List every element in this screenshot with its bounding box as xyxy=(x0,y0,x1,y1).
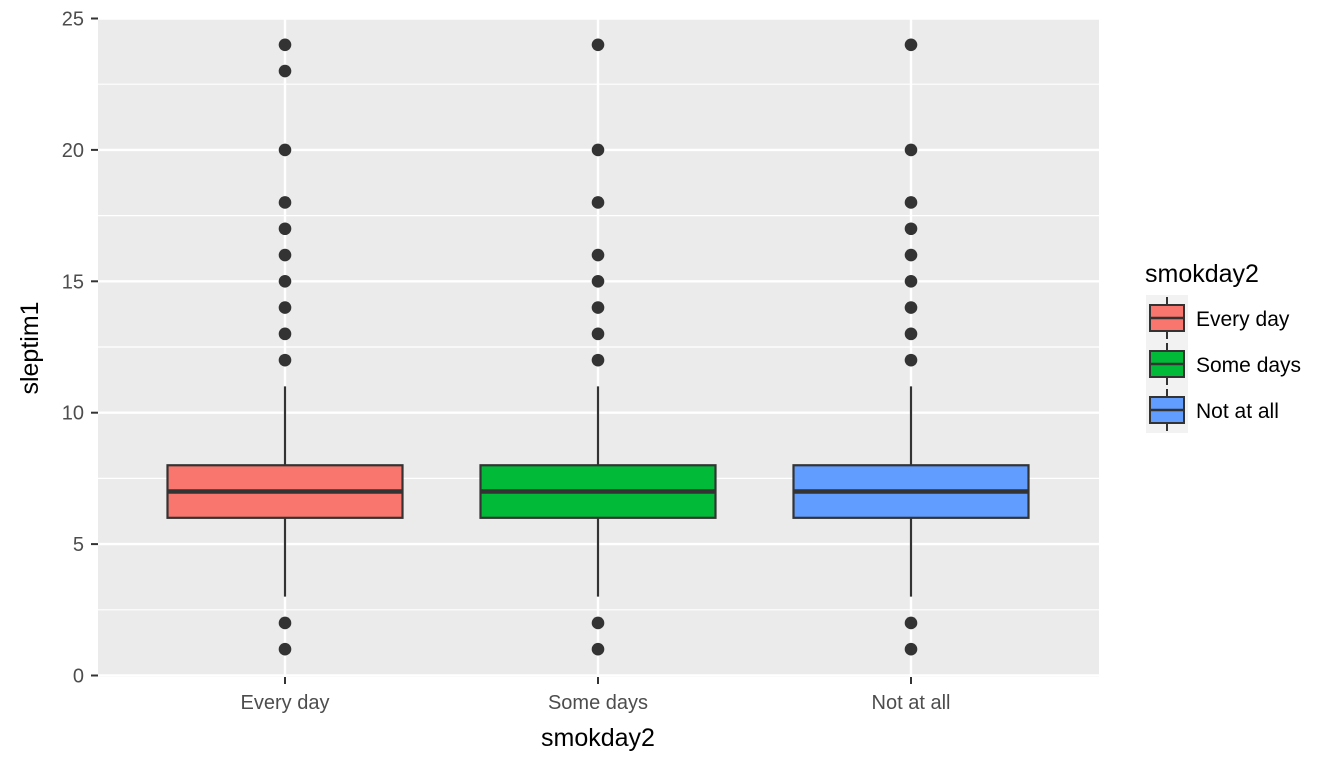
x-axis: Every day Some days Not at all xyxy=(241,677,951,714)
outlier-point xyxy=(278,143,292,157)
outlier-point xyxy=(278,353,292,367)
outlier-point xyxy=(278,327,292,341)
box-some-days xyxy=(479,38,717,656)
outlier-point xyxy=(904,275,918,288)
outlier-point xyxy=(904,327,918,341)
y-axis: 0 5 10 15 20 25 xyxy=(62,9,98,688)
outlier-point xyxy=(278,38,292,52)
outlier-point xyxy=(591,301,605,314)
outlier-point xyxy=(591,196,605,209)
outlier-point xyxy=(904,248,918,262)
outlier-point xyxy=(278,616,292,630)
outlier-point xyxy=(904,143,918,157)
y-tick-label: 15 xyxy=(62,271,84,293)
outlier-point xyxy=(278,248,292,262)
x-tick-label: Every day xyxy=(241,692,330,714)
outlier-point xyxy=(904,301,918,314)
boxes xyxy=(166,38,1030,656)
outlier-point xyxy=(904,38,918,52)
legend-title: smokday2 xyxy=(1145,260,1259,288)
outlier-point xyxy=(904,196,918,209)
legend-label: Not at all xyxy=(1196,400,1279,423)
y-tick-label: 20 xyxy=(62,140,84,162)
outlier-point xyxy=(278,275,292,288)
outlier-point xyxy=(904,353,918,367)
legend-label: Every day xyxy=(1196,308,1290,331)
legend-entry-every-day: Every day xyxy=(1146,295,1290,341)
outlier-point xyxy=(904,642,918,656)
y-tick-label: 5 xyxy=(73,534,84,556)
outlier-point xyxy=(591,353,605,367)
outlier-point xyxy=(278,301,292,314)
outlier-point xyxy=(278,196,292,209)
outlier-point xyxy=(591,275,605,288)
legend-entry-not-at-all: Not at all xyxy=(1146,387,1279,433)
legend: smokday2 Every day Some days Not at all xyxy=(1145,260,1301,433)
outlier-point xyxy=(591,38,605,52)
outlier-point xyxy=(278,222,292,236)
outlier-point xyxy=(591,327,605,341)
outlier-point xyxy=(591,616,605,630)
outlier-point xyxy=(278,642,292,656)
x-tick-label: Not at all xyxy=(872,692,951,714)
y-tick-label: 25 xyxy=(62,9,84,31)
legend-label: Some days xyxy=(1196,354,1301,377)
y-tick-label: 0 xyxy=(73,666,84,688)
y-axis-title: sleptim1 xyxy=(16,301,44,394)
outlier-point xyxy=(904,616,918,630)
outlier-point xyxy=(591,143,605,157)
box-not-at-all xyxy=(792,38,1030,656)
legend-entry-some-days: Some days xyxy=(1146,341,1301,387)
outlier-point xyxy=(591,642,605,656)
box-every-day xyxy=(166,38,404,656)
x-axis-title: smokday2 xyxy=(541,724,655,752)
outlier-point xyxy=(591,248,605,262)
y-tick-label: 10 xyxy=(62,403,84,425)
outlier-point xyxy=(904,222,918,236)
x-tick-label: Some days xyxy=(548,692,648,714)
outlier-point xyxy=(278,64,292,78)
